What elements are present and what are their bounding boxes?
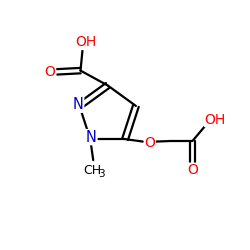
- Text: OH: OH: [75, 36, 96, 50]
- Text: O: O: [187, 163, 198, 177]
- Text: OH: OH: [205, 112, 226, 126]
- Text: CH: CH: [83, 164, 101, 177]
- Text: 3: 3: [98, 169, 104, 179]
- Text: O: O: [144, 136, 155, 150]
- Text: N: N: [73, 97, 84, 112]
- Text: O: O: [45, 65, 56, 79]
- Text: N: N: [86, 130, 97, 145]
